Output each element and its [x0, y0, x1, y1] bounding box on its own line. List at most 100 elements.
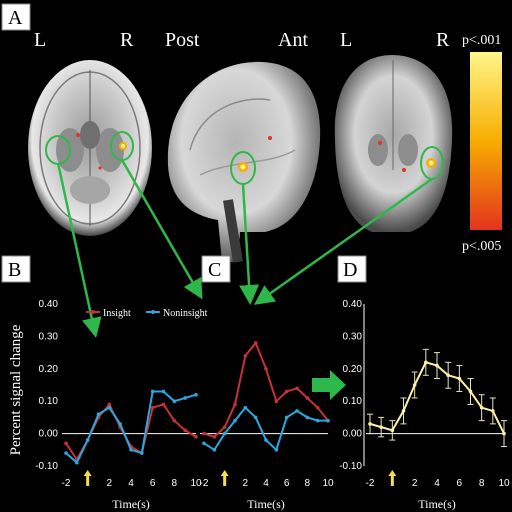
- x-tick-label: 8: [479, 478, 485, 489]
- x-tick-label: 6: [457, 478, 463, 489]
- data-point: [150, 405, 155, 410]
- data-point: [107, 405, 112, 410]
- legend-label: Noninsight: [163, 308, 208, 319]
- x-tick-label: 6: [150, 478, 156, 489]
- panel-d-label: D: [337, 255, 367, 283]
- data-point: [264, 438, 268, 442]
- data-point: [457, 376, 462, 381]
- y-tick-label: 0.10: [343, 396, 363, 407]
- x-tick-label: 10: [498, 478, 510, 489]
- data-point: [468, 389, 473, 394]
- series-line: [203, 340, 329, 438]
- data-point: [446, 373, 450, 378]
- x-tick-label: 6: [284, 478, 290, 489]
- panel-d-letter: D: [343, 259, 357, 281]
- y-axis-label: Percent signal change: [8, 324, 24, 455]
- data-point: [284, 415, 289, 420]
- data-point: [435, 363, 439, 368]
- data-point: [161, 389, 166, 394]
- data-point: [379, 425, 383, 429]
- data-point: [118, 422, 122, 426]
- data-point: [274, 448, 279, 452]
- data-point: [96, 412, 101, 416]
- chart-c: -2 2 4 6 8 10 Time(s): [200, 340, 334, 511]
- series-line: [65, 390, 197, 465]
- x-tick-label: 4: [128, 478, 134, 489]
- data-point: [75, 460, 79, 465]
- data-point: [243, 405, 248, 410]
- y-tick-label: 0.30: [39, 331, 59, 342]
- chart-d: 0.40 0.30 0.20 0.10 0.00 -0.10 -2 2 4 6 8 10 Time(s): [339, 299, 510, 511]
- x-tick-label: 8: [172, 478, 178, 489]
- sagittal-brain-slice: [167, 61, 321, 263]
- data-point: [222, 425, 227, 429]
- data-point: [233, 418, 237, 423]
- big-green-arrow: [312, 370, 346, 400]
- data-point: [274, 399, 279, 404]
- data-point: [64, 451, 68, 455]
- y-tick-label: -0.10: [339, 461, 362, 472]
- panel-c-letter: C: [208, 259, 221, 281]
- legend-marker: [151, 310, 155, 314]
- data-point: [183, 396, 187, 400]
- y-tick-label: 0.20: [39, 364, 59, 375]
- y-tick-label: -0.10: [35, 461, 58, 472]
- data-point: [194, 392, 198, 397]
- x-tick-label: 4: [263, 478, 269, 489]
- y-tick-label: 0.40: [343, 299, 363, 310]
- data-point: [243, 354, 248, 358]
- sagittal-ant-label: Ant: [278, 29, 308, 51]
- data-point: [491, 409, 495, 413]
- axial-right-label: R: [120, 29, 134, 51]
- data-point: [202, 441, 206, 446]
- sagittal-post-label: Post: [165, 29, 200, 51]
- data-point: [150, 389, 155, 394]
- data-point: [315, 418, 320, 423]
- connector-arrows: [56, 159, 433, 338]
- data-point: [401, 409, 406, 413]
- panel-c-label: C: [201, 255, 231, 283]
- data-point: [172, 399, 177, 404]
- onset-arrow-icon: [220, 470, 229, 486]
- x-axis-label: Time(s): [247, 497, 285, 511]
- legend-label: Insight: [103, 308, 131, 319]
- x-tick-label: 4: [434, 478, 440, 489]
- data-point: [85, 438, 90, 442]
- data-point: [295, 409, 299, 413]
- data-point: [140, 451, 144, 455]
- panel-a-letter: A: [8, 7, 23, 29]
- data-point: [305, 415, 310, 420]
- colorbar-top-label: p<.001: [462, 33, 501, 48]
- data-point: [326, 418, 330, 423]
- panel-b-letter: B: [8, 259, 21, 281]
- onset-arrow-icon: [83, 470, 92, 486]
- data-point: [64, 441, 68, 446]
- data-point: [284, 389, 289, 394]
- colorbar: [470, 52, 502, 230]
- data-point: [305, 396, 310, 400]
- data-point: [502, 431, 506, 436]
- data-point: [264, 367, 268, 371]
- data-point: [222, 431, 227, 436]
- data-point: [412, 383, 417, 387]
- legend-marker: [91, 310, 95, 314]
- x-tick-label: 10: [322, 478, 334, 489]
- data-point: [295, 386, 299, 391]
- x-tick-label: -2: [200, 478, 209, 489]
- data-point: [315, 405, 320, 410]
- x-tick-label: 2: [107, 478, 113, 489]
- data-point: [253, 415, 258, 420]
- data-point: [183, 428, 187, 433]
- data-point: [212, 435, 217, 439]
- data-point: [253, 341, 258, 345]
- data-point: [390, 428, 395, 433]
- data-point: [161, 402, 166, 407]
- panel-a-label: A: [1, 3, 31, 31]
- axial-left-label: L: [34, 29, 46, 51]
- data-point: [233, 402, 237, 407]
- x-tick-label: -2: [366, 478, 375, 489]
- axial-brain-slice: [28, 60, 152, 236]
- y-tick-label: 0.00: [39, 429, 59, 440]
- x-tick-label: -2: [62, 478, 71, 489]
